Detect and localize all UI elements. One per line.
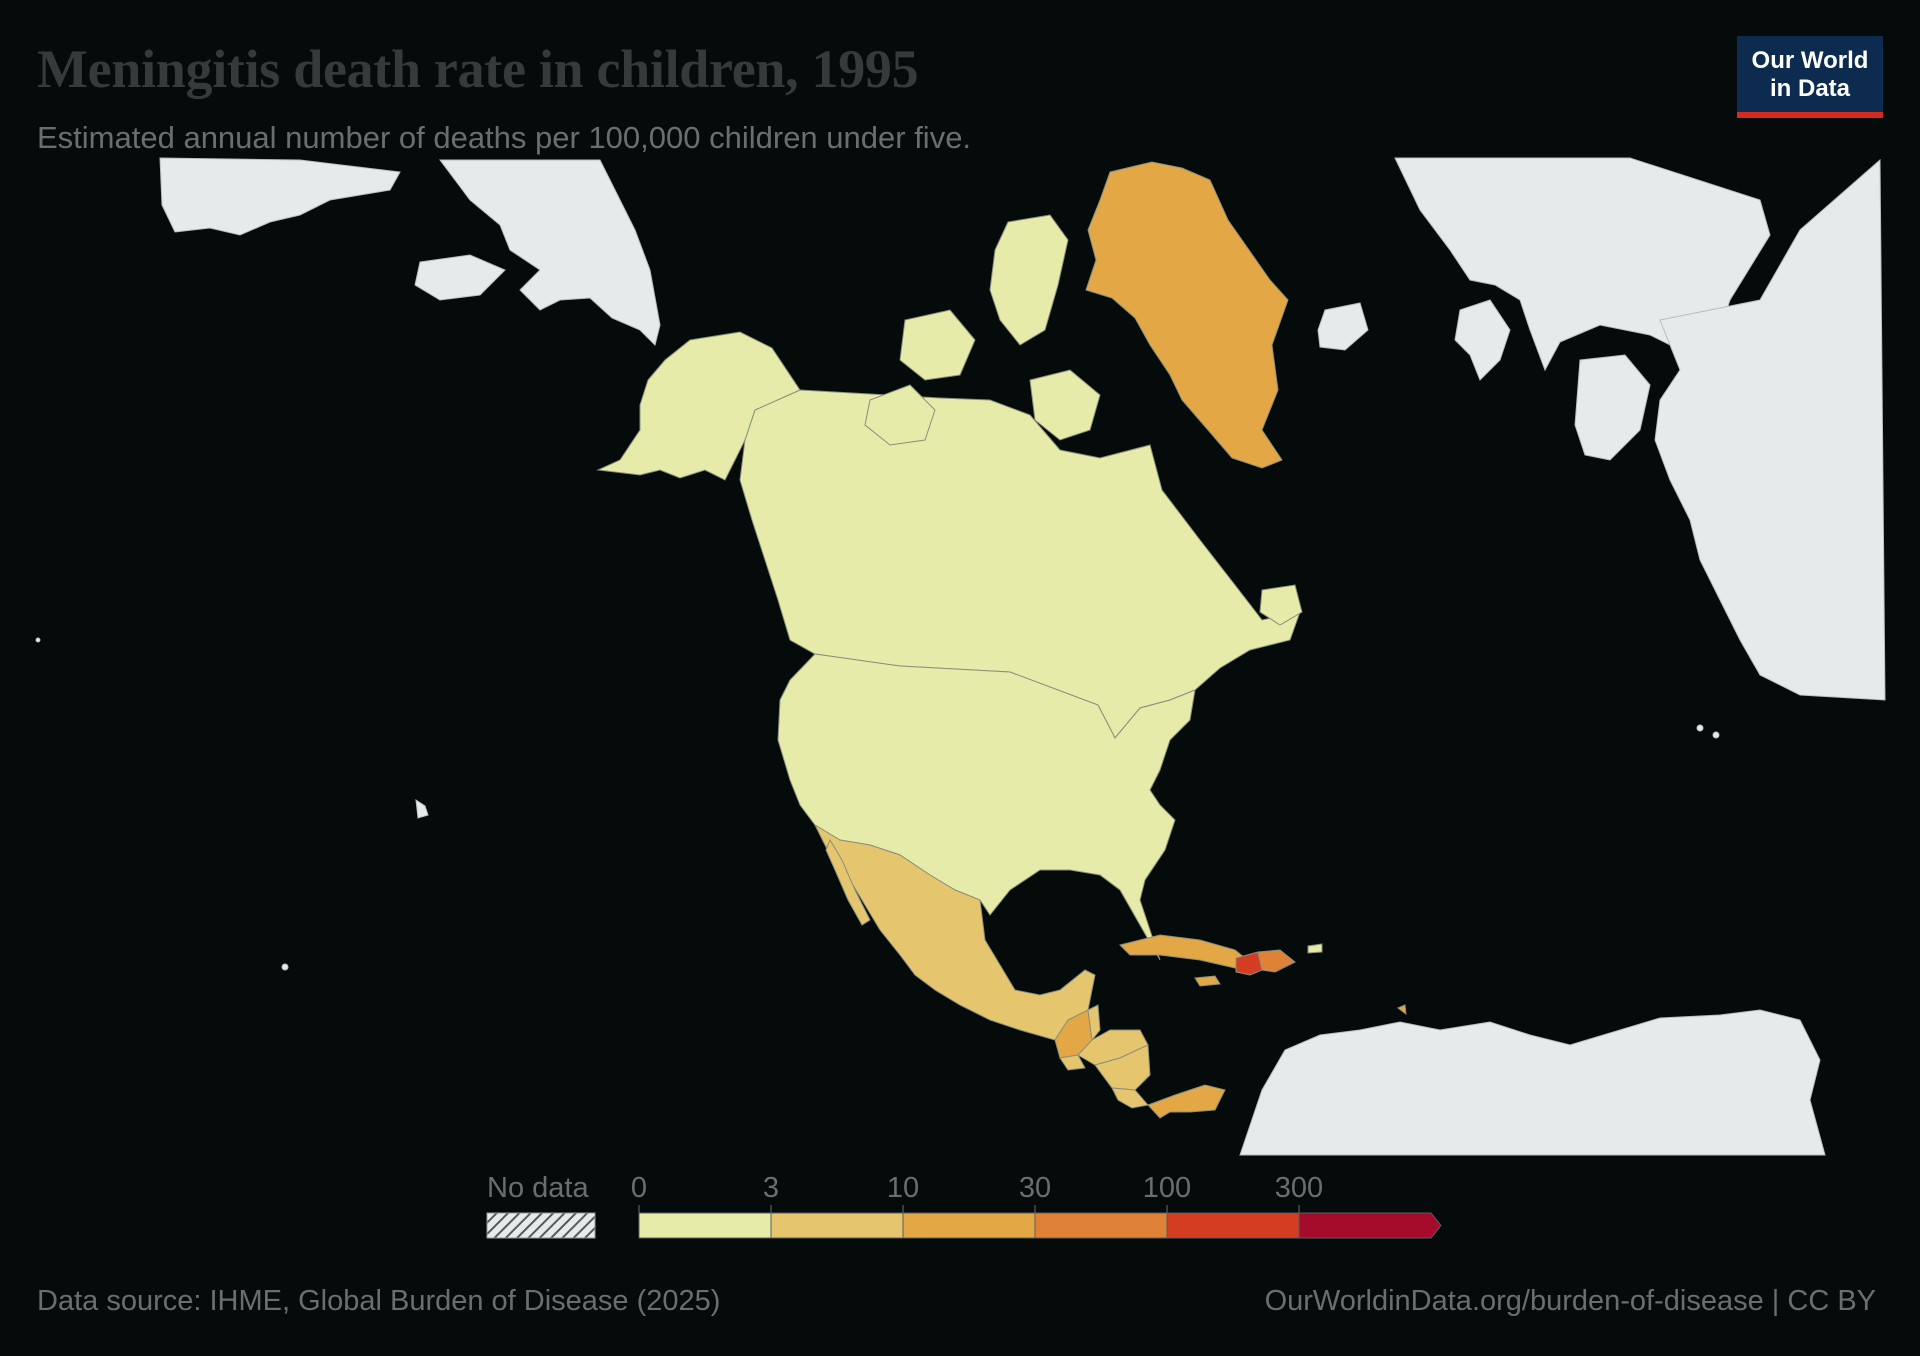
legend-no-data-label: No data	[487, 1172, 589, 1204]
region-cuba	[1119, 934, 1251, 969]
legend-bins: 0 3 10 30 100 300	[631, 1172, 1442, 1239]
data-regions	[596, 161, 1407, 1119]
region-canada-arctic-2	[899, 309, 976, 381]
region-el-salvador	[1059, 1054, 1086, 1071]
legend-tick-label: 300	[1275, 1172, 1323, 1204]
region-jamaica	[1194, 975, 1221, 987]
logo-accent-bar	[1737, 112, 1883, 118]
chart-subtitle: Estimated annual number of deaths per 10…	[37, 120, 972, 155]
region-africa	[1654, 158, 1886, 701]
map[interactable]	[0, 155, 1920, 1165]
region-greenland	[1085, 161, 1289, 469]
legend-bin-4	[1034, 1212, 1168, 1239]
region-baja-california	[825, 838, 871, 926]
legend-bin-3	[902, 1212, 1036, 1239]
region-alaska-west	[439, 159, 661, 346]
chart-title: Meningitis death rate in children, 1995	[37, 39, 919, 99]
legend-tick-label: 30	[1019, 1172, 1051, 1204]
region-trinidad	[1397, 1004, 1407, 1016]
legend-bin-5	[1166, 1212, 1300, 1239]
region-canada-arctic-4	[1029, 369, 1101, 441]
legend-bin-6	[1298, 1212, 1442, 1239]
legend-tick-label: 3	[763, 1172, 779, 1204]
region-newfoundland	[1259, 584, 1303, 626]
region-puerto-rico	[1307, 943, 1323, 954]
region-iceland	[1317, 302, 1369, 351]
legend-bin-1	[638, 1212, 772, 1239]
source-link[interactable]: OurWorldinData.org/burden-of-disease | C…	[1264, 1285, 1876, 1317]
region-island-2	[35, 637, 41, 643]
region-island-4	[1712, 731, 1720, 739]
region-alaska	[596, 331, 801, 481]
no-data-land	[35, 157, 1886, 1156]
owid-logo[interactable]: Our World in Data	[1737, 36, 1883, 118]
region-hawaii	[415, 798, 429, 819]
data-source: Data source: IHME, Global Burden of Dise…	[37, 1285, 721, 1317]
region-canada-arctic-3	[864, 384, 936, 446]
region-dominican-republic	[1257, 949, 1296, 973]
region-chukotka	[159, 157, 401, 236]
logo-line-1: Our World	[1751, 47, 1869, 74]
region-uk-ireland	[1454, 299, 1511, 381]
region-kamchatka-fragment	[414, 254, 506, 301]
logo-line-2: in Data	[1769, 75, 1850, 102]
region-south-america	[1239, 1009, 1826, 1156]
region-island-3	[1696, 724, 1704, 732]
legend-tick-label: 10	[887, 1172, 919, 1204]
region-belize	[1087, 1004, 1101, 1042]
region-iberia	[1574, 354, 1651, 461]
legend-tick-label: 0	[631, 1172, 647, 1204]
legend-tick-label: 100	[1143, 1172, 1191, 1204]
legend-no-data-swatch	[486, 1212, 596, 1239]
region-haiti	[1235, 951, 1263, 976]
region-canada-arctic-1	[989, 214, 1069, 346]
region-island-1	[281, 963, 289, 971]
region-costa-rica	[1111, 1087, 1149, 1109]
legend-bin-2	[770, 1212, 904, 1239]
region-panama	[1147, 1084, 1226, 1119]
